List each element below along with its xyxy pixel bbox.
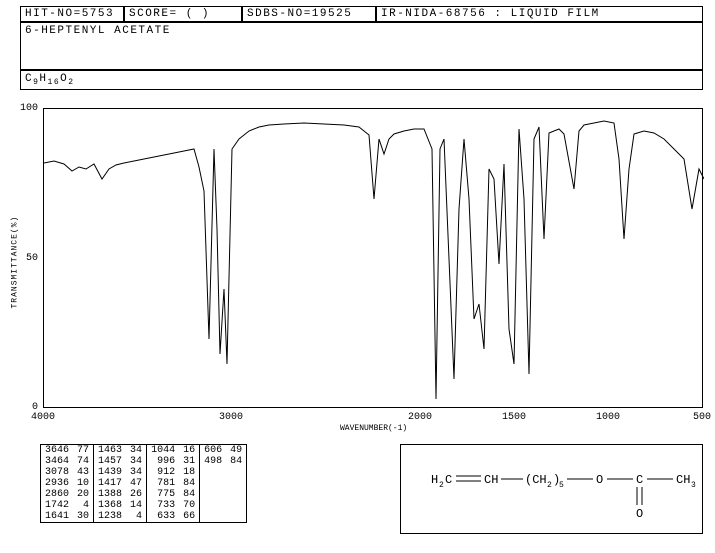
- score-box: SCORE= ( ): [124, 6, 242, 22]
- svg-text:O: O: [596, 473, 603, 487]
- peak-table-grid: 3646771463341044166064934647414573499631…: [41, 445, 246, 522]
- svg-text:C: C: [445, 473, 452, 487]
- x-tick-1000: 1000: [596, 412, 620, 423]
- svg-text:H: H: [431, 473, 438, 487]
- x-tick-4000: 4000: [31, 412, 55, 423]
- spectrum-chart: [43, 108, 703, 408]
- x-axis-label: WAVENUMBER(-1): [340, 424, 407, 433]
- y-tick-50: 50: [26, 253, 38, 264]
- svg-text:CH: CH: [484, 473, 498, 487]
- svg-text:C: C: [636, 473, 643, 487]
- x-tick-3000: 3000: [219, 412, 243, 423]
- y-tick-100: 100: [20, 103, 38, 114]
- spectrum-svg: [44, 109, 704, 409]
- svg-text:CH: CH: [676, 473, 690, 487]
- hit-no-text: HIT-NO=5753: [25, 8, 114, 20]
- structure-svg: H 2 C CH (CH 2 ) 5 O C CH 3 O: [401, 445, 704, 535]
- svg-text:2: 2: [547, 481, 552, 490]
- spectrum-trace: [44, 121, 704, 399]
- method-box: IR-NIDA-68756 : LIQUID FILM: [376, 6, 703, 22]
- hit-no-box: HIT-NO=5753: [20, 6, 124, 22]
- svg-text:3: 3: [691, 481, 696, 490]
- method-text: IR-NIDA-68756 : LIQUID FILM: [381, 8, 600, 20]
- x-tick-500: 500: [693, 412, 711, 423]
- compound-box: 6-HEPTENYL ACETATE: [20, 22, 703, 70]
- compound-text: 6-HEPTENYL ACETATE: [25, 25, 171, 37]
- svg-text:O: O: [636, 507, 643, 521]
- structure-diagram: H 2 C CH (CH 2 ) 5 O C CH 3 O: [400, 444, 703, 534]
- sdbs-no-text: SDBS-NO=19525: [247, 8, 352, 20]
- formula-box: C9H16O2: [20, 70, 703, 90]
- score-text: SCORE= ( ): [129, 8, 210, 20]
- formula-text: C9H16O2: [25, 73, 75, 87]
- x-tick-1500: 1500: [502, 412, 526, 423]
- y-axis-label: TRANSMITTANCE(%): [11, 209, 20, 309]
- sdbs-no-box: SDBS-NO=19525: [242, 6, 376, 22]
- svg-text:(CH: (CH: [525, 473, 547, 487]
- svg-text:5: 5: [559, 481, 564, 490]
- svg-text:2: 2: [439, 481, 444, 490]
- x-tick-2000: 2000: [408, 412, 432, 423]
- peak-table: 3646771463341044166064934647414573499631…: [40, 444, 247, 523]
